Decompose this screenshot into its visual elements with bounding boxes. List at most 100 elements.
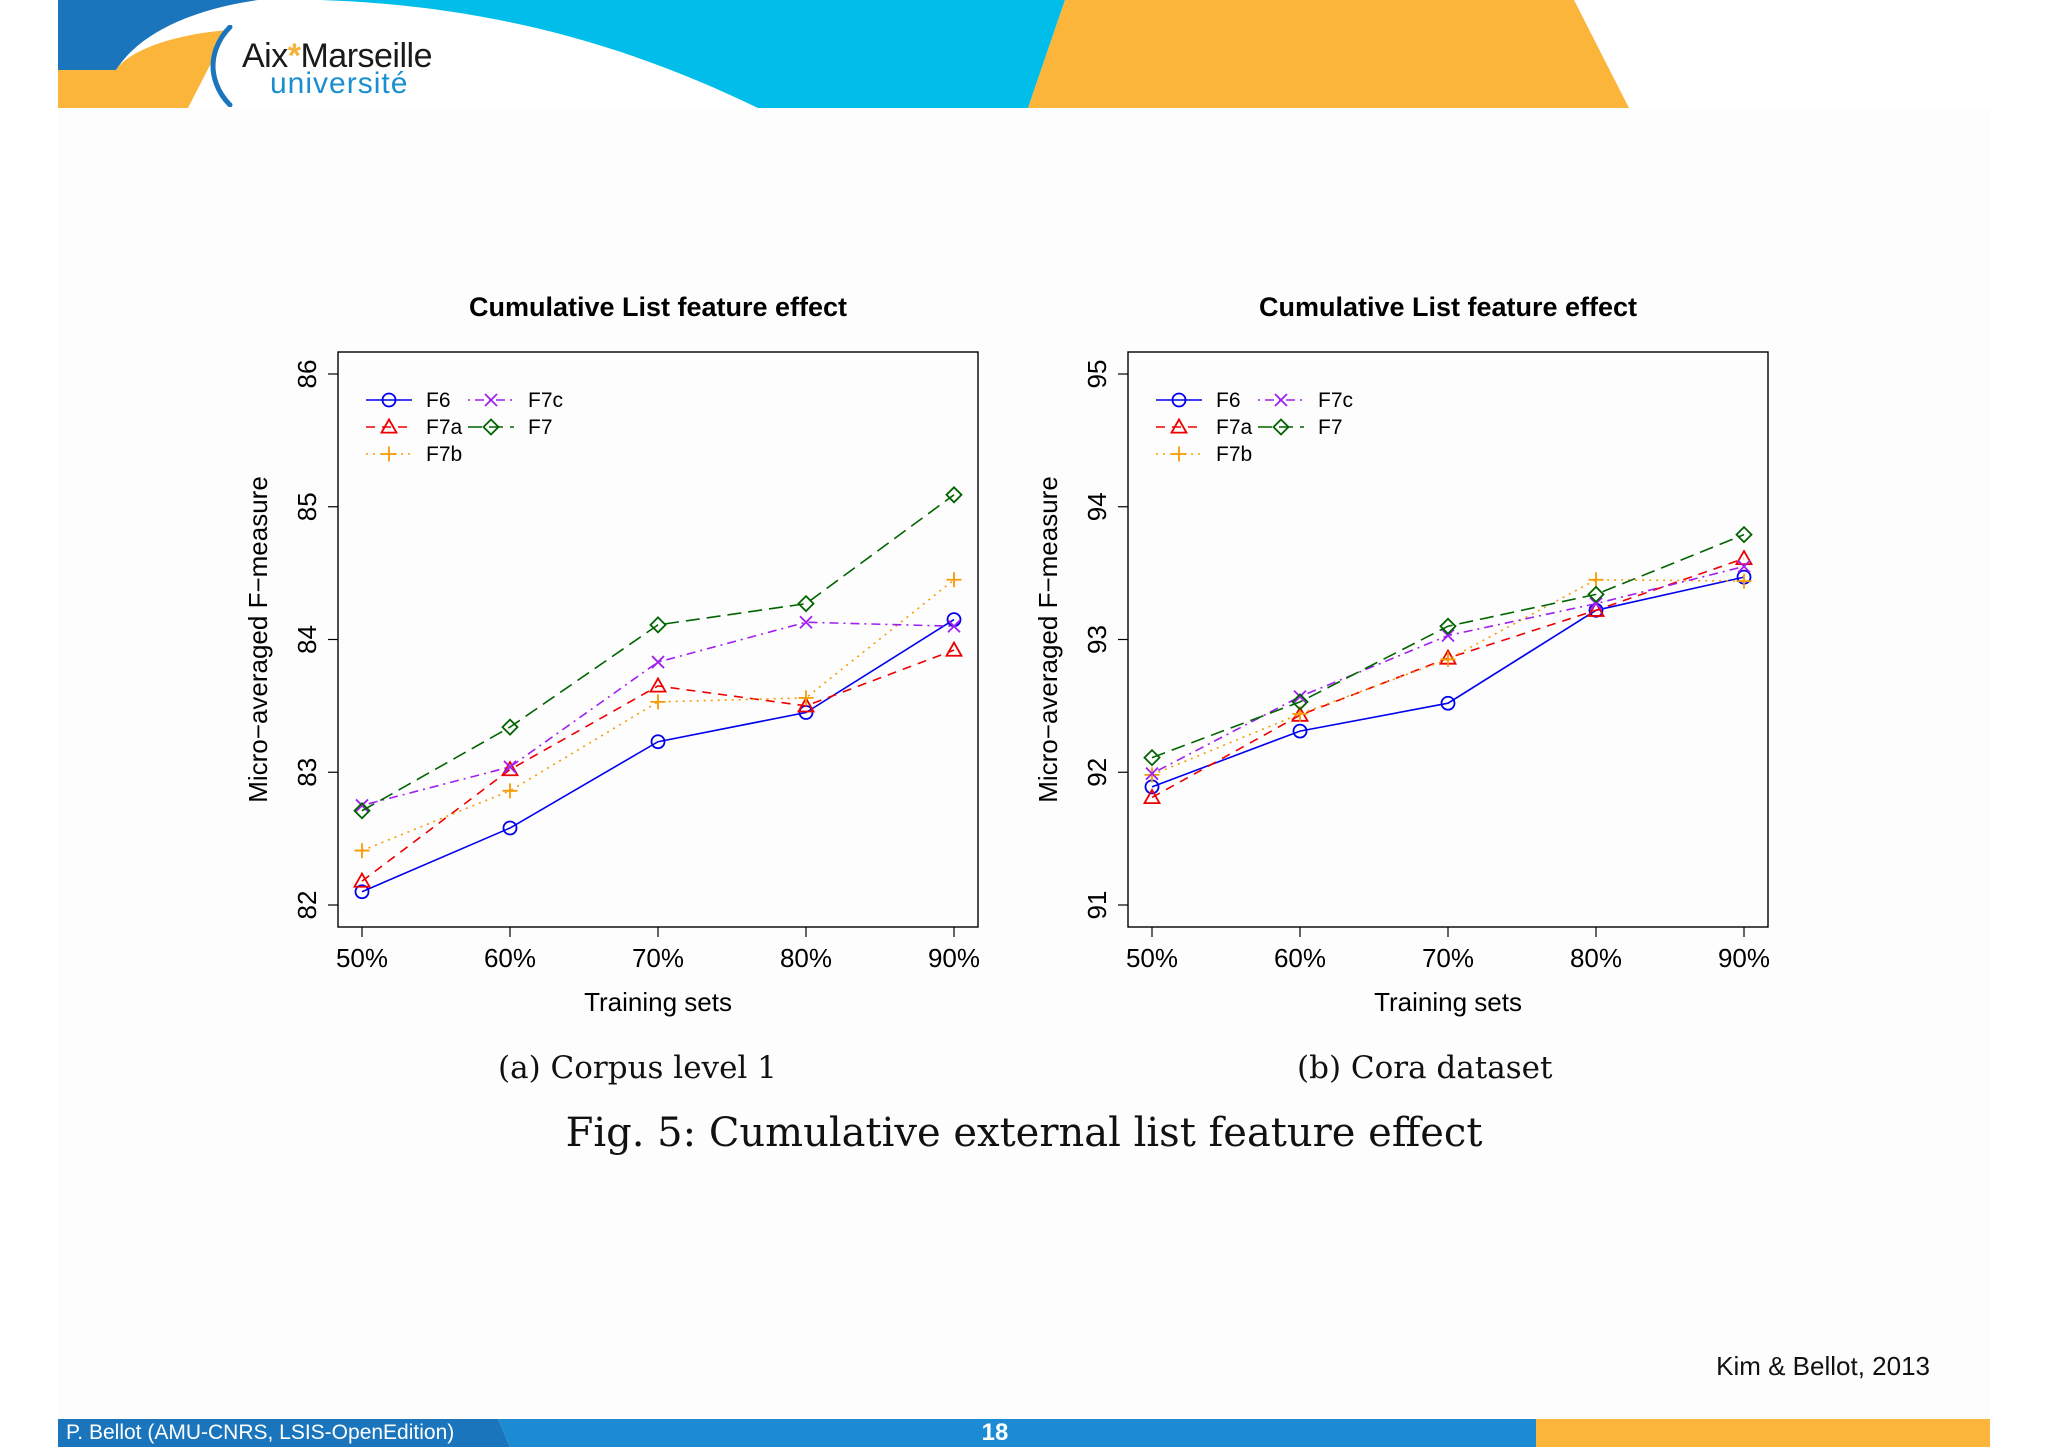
legend-marker-f7c — [1274, 393, 1288, 407]
logo-line-1: Aix*Marseille — [242, 37, 433, 75]
subfigure-caption-a: (a) Corpus level 1 — [498, 1050, 777, 1086]
data-point-f7a — [796, 696, 816, 713]
data-point-f7c — [503, 760, 517, 774]
university-logo: Aix*Marseille université — [210, 25, 510, 110]
data-point-f7c — [355, 798, 369, 813]
data-point-f7b — [650, 694, 666, 710]
data-point-f6 — [502, 820, 518, 836]
x-tick-label: 50% — [336, 943, 388, 973]
y-tick-label: 86 — [292, 360, 322, 389]
chart-corpus-level-1: Cumulative List feature effect 50% 60% 70% 8… — [243, 292, 980, 1017]
logo-star-icon: * — [287, 37, 301, 75]
data-point-f7c — [651, 655, 665, 669]
data-point-f7 — [353, 801, 371, 820]
data-point-f7c — [1145, 766, 1159, 781]
x-tick-label: 50% — [1126, 943, 1178, 973]
page-number: 18 — [981, 1419, 1009, 1446]
series-line-f7 — [361, 494, 955, 812]
data-point-f7c — [1441, 628, 1455, 643]
data-point-f7 — [945, 486, 963, 504]
figure-caption: Fig. 5: Cumulative external list feature… — [565, 1110, 1483, 1156]
legend-label-f7a: F7a — [426, 416, 463, 439]
x-axis-label: Training sets — [584, 987, 732, 1017]
y-tick-label: 85 — [292, 492, 322, 521]
data-point-f7 — [1735, 525, 1753, 544]
legend-marker-f7c — [484, 393, 498, 407]
data-point-f7c — [947, 619, 961, 633]
y-tick-label: 94 — [1082, 492, 1112, 521]
legend-label-f7b: F7b — [426, 443, 462, 466]
data-point-f7b — [946, 572, 962, 588]
data-point-f7 — [1143, 748, 1161, 767]
data-point-f7c — [1589, 597, 1603, 611]
x-tick-label: 60% — [1274, 943, 1326, 973]
data-point-f6 — [1292, 723, 1308, 739]
data-point-f7a — [1734, 549, 1754, 566]
data-point-f7a — [648, 676, 668, 693]
data-point-f7b — [798, 690, 814, 706]
legend-marker-f7a — [1169, 417, 1189, 434]
data-point-f6 — [650, 734, 666, 750]
subfigure-caption-b: (b) Cora dataset — [1297, 1050, 1553, 1086]
chart-cora-dataset: Cumulative List feature effect 50% 60% 70% 8… — [1033, 292, 1770, 1017]
series-line-f7 — [1151, 533, 1745, 759]
chart-title: Cumulative List feature effect — [1259, 292, 1637, 322]
series-line-f7b — [1151, 578, 1745, 776]
data-point-f7 — [649, 616, 667, 634]
x-tick-label: 60% — [484, 943, 536, 973]
legend-marker-f7b — [381, 446, 397, 462]
legend-label-f7: F7 — [528, 416, 553, 439]
data-point-f7b — [1588, 572, 1604, 588]
x-tick-label: 90% — [1718, 943, 1770, 973]
footer-author: P. Bellot (AMU-CNRS, LSIS-OpenEdition) — [66, 1421, 455, 1444]
x-tick-label: 70% — [1422, 943, 1474, 973]
citation: Kim & Bellot, 2013 — [1716, 1351, 1930, 1381]
series-line-f6 — [361, 618, 955, 893]
data-point-f6 — [1440, 695, 1456, 711]
legend-label-f6: F6 — [1216, 389, 1241, 412]
footer-bar — [58, 1419, 1990, 1447]
legend-label-f6: F6 — [426, 389, 451, 412]
legend-label-f7c: F7c — [528, 389, 563, 412]
y-axis-label: Micro−averaged F−measure — [243, 476, 273, 803]
y-tick-label: 83 — [292, 758, 322, 787]
legend-label-f7c: F7c — [1318, 389, 1353, 412]
data-point-f7b — [502, 783, 518, 799]
data-point-f7b — [354, 843, 370, 859]
data-point-f7a — [352, 871, 372, 888]
top-banner — [58, 0, 1990, 108]
y-tick-label: 82 — [292, 891, 322, 920]
chart-title: Cumulative List feature effect — [469, 292, 847, 322]
legend-label-f7b: F7b — [1216, 443, 1252, 466]
legend-marker-f6 — [1171, 392, 1187, 408]
slide — [58, 0, 1990, 1447]
data-point-f7 — [1587, 585, 1605, 604]
data-point-f7b — [1736, 573, 1752, 589]
data-point-f7c — [1737, 559, 1751, 574]
data-point-f7a — [1586, 600, 1606, 617]
legend-marker-f6 — [381, 392, 397, 408]
logo-line-2: université — [270, 67, 409, 100]
data-point-f7 — [501, 718, 519, 736]
y-tick-label: 95 — [1082, 360, 1112, 389]
data-point-f7 — [1439, 617, 1457, 635]
legend-marker-f7 — [482, 418, 500, 436]
series-line-f6 — [1151, 576, 1745, 788]
data-point-f7b — [1440, 651, 1456, 667]
data-point-f7b — [1144, 767, 1160, 783]
legend-label-f7: F7 — [1318, 416, 1343, 439]
data-point-f7a — [944, 640, 964, 657]
legend-marker-f7 — [1272, 418, 1290, 436]
x-tick-label: 70% — [632, 943, 684, 973]
y-axis-label: Micro−averaged F−measure — [1033, 476, 1063, 803]
y-tick-label: 91 — [1082, 891, 1112, 920]
x-tick-label: 90% — [928, 943, 980, 973]
x-axis-label: Training sets — [1374, 987, 1522, 1017]
logo-bracket — [210, 25, 233, 107]
data-point-f7 — [1291, 693, 1309, 711]
series-line-f7a — [1151, 557, 1745, 799]
y-tick-label: 93 — [1082, 625, 1112, 654]
legend-marker-f7b — [1171, 446, 1187, 462]
series-line-f7c — [361, 621, 955, 807]
data-point-f7c — [799, 615, 813, 629]
